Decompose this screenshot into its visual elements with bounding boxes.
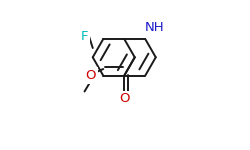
Text: O: O [119, 93, 130, 105]
Text: F: F [81, 30, 88, 43]
Text: O: O [86, 69, 96, 82]
Text: NH: NH [145, 21, 165, 33]
